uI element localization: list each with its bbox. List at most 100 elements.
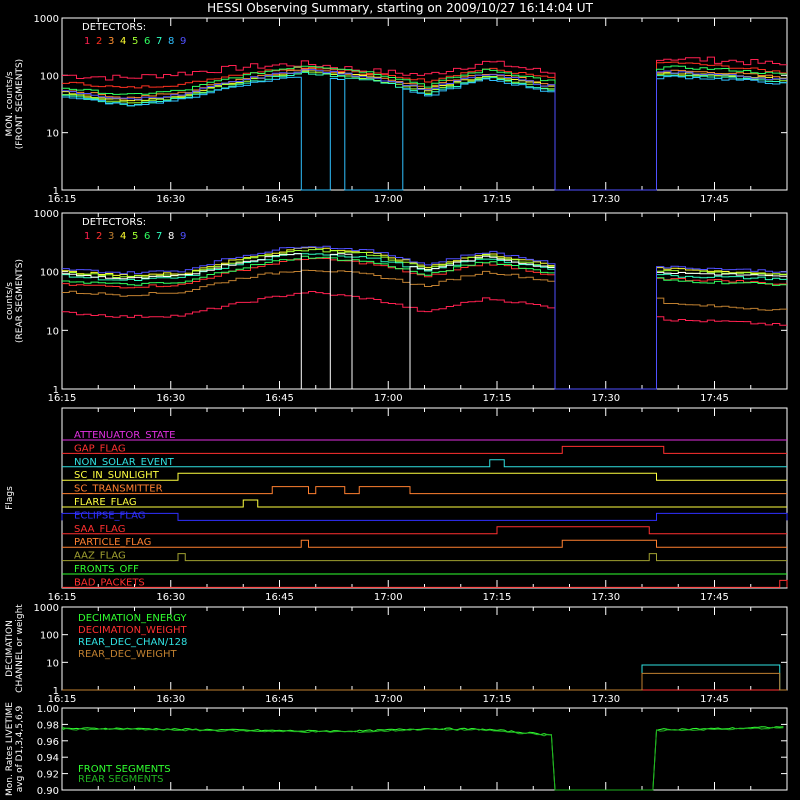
flag-label: FRONTS_OFF: [74, 564, 139, 575]
flag-line-aaz_flag: [62, 553, 787, 562]
legend-item-5: 5: [132, 36, 138, 47]
flag-label: FLARE_FLAG: [74, 497, 137, 508]
y-tick-label: 10: [46, 326, 59, 337]
series-detector-7: [62, 71, 787, 191]
y-axis-label: Flags: [5, 486, 15, 510]
y-axis-label: CHANNEL or weight: [15, 604, 25, 693]
legend-item-5: 5: [132, 231, 138, 242]
flag-label: SAA_FLAG: [74, 524, 125, 535]
flag-line-sc_transmitter: [62, 486, 787, 495]
series-detector-2: [62, 61, 787, 191]
legend-item-2: 2: [96, 231, 102, 242]
flag-line-gap_flag: [62, 445, 787, 454]
flag-label: ECLIPSE_FLAG: [74, 510, 145, 521]
y-tick-label: 1: [53, 186, 59, 197]
series-detector-8: [62, 75, 787, 191]
x-tick-label: 17:30: [591, 393, 620, 404]
y-tick-label: 1.00: [37, 704, 59, 715]
x-tick-label: 16:30: [156, 194, 185, 205]
legend-item-7: 7: [156, 231, 162, 242]
flag-line-eclipse_flag: [61, 512, 788, 521]
legend-item: REAR SEGMENTS: [78, 774, 164, 785]
y-tick-label: 0.90: [37, 786, 59, 797]
legend-item: REAR_DEC_CHAN/128: [78, 637, 187, 648]
x-tick-label: 16:30: [156, 592, 185, 603]
x-tick-label: 17:45: [700, 694, 729, 705]
y-tick-label: 0.96: [37, 737, 59, 748]
series-detector-6: [62, 65, 787, 191]
x-tick-label: 16:15: [48, 393, 77, 404]
x-tick-label: 16:15: [48, 694, 77, 705]
flag-label: PARTICLE_FLAG: [74, 537, 151, 548]
panel-flags: Flags 16:15 16:30 16:45 17:00 17:15 17:30 17:45…: [5, 407, 788, 603]
legend-item: REAR_DEC_WEIGHT: [78, 649, 177, 660]
legend-item-4: 4: [120, 231, 126, 242]
flag-line-bad_packets: [62, 579, 788, 588]
series-detector-3: [62, 269, 787, 390]
x-tick-label: 17:00: [374, 194, 403, 205]
y-tick-label: 1: [53, 686, 59, 697]
flag-line-sc_in_sunlight: [62, 472, 787, 481]
legend-item-9: 9: [180, 36, 186, 47]
legend-item-6: 6: [144, 36, 150, 47]
x-tick-label: 16:30: [156, 694, 185, 705]
y-tick-label: 1000: [34, 14, 59, 25]
y-tick-label: 100: [40, 631, 59, 642]
x-tick-label: 16:30: [156, 393, 185, 404]
legend-item-1: 1: [84, 231, 90, 242]
series-rear-segments: [61, 726, 784, 791]
flag-line-particle_flag: [62, 539, 787, 548]
x-tick-label: 17:15: [483, 194, 512, 205]
legend-item-6: 6: [144, 231, 150, 242]
x-tick-label: 17:15: [483, 592, 512, 603]
series-detector-5: [62, 70, 787, 191]
flag-label: BAD_PACKETS: [74, 577, 145, 588]
x-tick-label: 16:45: [265, 194, 294, 205]
x-tick-label: 16:45: [265, 694, 294, 705]
y-tick-label: 100: [40, 268, 59, 279]
flag-line-non_solar_event: [62, 459, 787, 468]
legend-item-2: 2: [96, 36, 102, 47]
series-detector-9: [62, 245, 787, 390]
flag-label: GAP_FLAG: [74, 443, 126, 454]
legend-item: DECIMATION_ENERGY: [78, 613, 187, 624]
y-tick-label: 1000: [34, 209, 59, 220]
legend-item-1: 1: [84, 36, 90, 47]
panel-decimation: DECIMATION CHANNEL or weight 1 10 100 1000 16:…: [5, 603, 788, 705]
x-tick-label: 16:15: [48, 194, 77, 205]
x-tick-label: 17:30: [591, 194, 620, 205]
series-detector-1: [62, 291, 787, 390]
flag-label: NON_SOLAR_EVENT: [74, 457, 175, 468]
y-axis-label: MON. counts/s: [5, 71, 15, 136]
x-tick-label: 17:45: [700, 393, 729, 404]
x-tick-label: 17:15: [483, 694, 512, 705]
legend-item-3: 3: [108, 36, 114, 47]
x-tick-label: 16:15: [48, 592, 77, 603]
y-tick-label: 100: [40, 71, 59, 82]
series-detector-4: [62, 69, 787, 191]
y-axis-label: (FRONT SEGMENTS): [15, 59, 25, 149]
chart-title: HESSI Observing Summary, starting on 200…: [207, 1, 593, 15]
y-axis-label: (REAR SEGMENTS): [15, 259, 25, 343]
y-tick-label: 0.92: [37, 770, 59, 781]
series-detector-1: [62, 56, 787, 191]
legend-item: FRONT SEGMENTS: [78, 764, 171, 775]
legend-item-4: 4: [120, 36, 126, 47]
legend-item: DECIMATION_WEIGHT: [78, 625, 187, 636]
series-front-segments: [61, 726, 784, 791]
series-rear-dec-weight: [62, 672, 787, 691]
legend-item-9: 9: [180, 231, 186, 242]
legend-item-3: 3: [108, 231, 114, 242]
series-detector-9: [62, 69, 787, 191]
y-axis-label: Mon. Rates LIVETIME: [5, 702, 15, 796]
y-tick-label: 1000: [34, 603, 59, 614]
legend-item-8: 8: [168, 36, 174, 47]
series-detector-7: [62, 253, 787, 390]
x-tick-label: 17:00: [374, 694, 403, 705]
x-tick-label: 17:45: [700, 194, 729, 205]
x-tick-label: 16:45: [265, 592, 294, 603]
x-tick-label: 17:45: [700, 592, 729, 603]
x-tick-label: 17:15: [483, 393, 512, 404]
